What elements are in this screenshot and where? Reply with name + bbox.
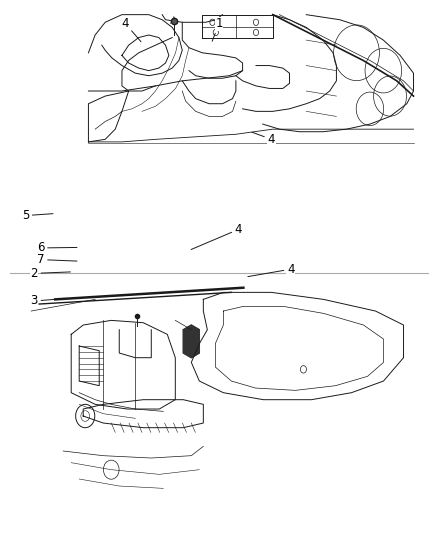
Text: 5: 5 xyxy=(21,209,53,222)
Text: 7: 7 xyxy=(37,253,77,266)
Text: 4: 4 xyxy=(191,223,242,249)
Text: 2: 2 xyxy=(30,267,71,280)
Text: 3: 3 xyxy=(30,294,66,308)
Text: 4: 4 xyxy=(252,132,275,146)
Polygon shape xyxy=(184,325,199,358)
Text: 4: 4 xyxy=(248,263,295,277)
Text: 6: 6 xyxy=(37,241,77,254)
Text: 1: 1 xyxy=(212,17,223,41)
Text: 4: 4 xyxy=(122,17,141,42)
